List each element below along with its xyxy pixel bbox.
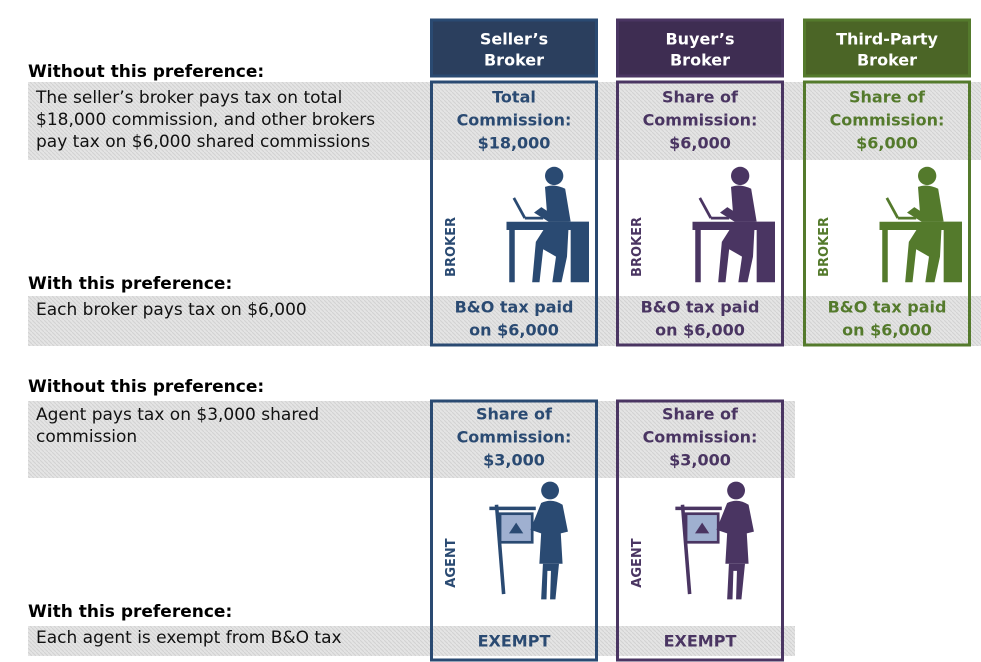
with-cell-text: B&O tax paid bbox=[828, 298, 947, 317]
icon-label: AGENT bbox=[444, 538, 459, 587]
figure-icon bbox=[487, 479, 570, 602]
header-text: Seller’s bbox=[480, 30, 548, 49]
header-text: Third-Party bbox=[836, 30, 938, 49]
without-text: The seller’s broker pays tax on total bbox=[35, 88, 342, 108]
cell-text: Commission: bbox=[457, 111, 572, 130]
column-box bbox=[803, 80, 971, 347]
with-label: With this preference: bbox=[28, 602, 232, 622]
figure-icon bbox=[691, 165, 775, 284]
cell-text: Share of bbox=[476, 405, 553, 424]
figure-icon bbox=[878, 165, 962, 284]
icon-label: AGENT bbox=[630, 538, 645, 587]
cell-text: $6,000 bbox=[856, 134, 918, 153]
band bbox=[28, 626, 795, 656]
without-label: Without this preference: bbox=[28, 62, 264, 82]
with-cell-text: on $6,000 bbox=[842, 321, 932, 340]
cell-text: $18,000 bbox=[478, 134, 551, 153]
cell-text: $6,000 bbox=[669, 134, 731, 153]
figure-icon bbox=[505, 165, 589, 284]
column-box bbox=[616, 80, 784, 347]
header-text: Broker bbox=[484, 51, 544, 70]
cell-text: Commission: bbox=[643, 428, 758, 447]
band bbox=[28, 296, 981, 346]
without-text: commission bbox=[36, 427, 137, 447]
with-cell-text: B&O tax paid bbox=[455, 298, 574, 317]
column-box bbox=[430, 399, 598, 662]
with-cell-text: B&O tax paid bbox=[641, 298, 760, 317]
without-text: pay tax on $6,000 shared commissions bbox=[36, 132, 370, 152]
with-text: Each agent is exempt from B&O tax bbox=[36, 628, 342, 648]
without-label: Without this preference: bbox=[28, 377, 264, 397]
cell-text: $3,000 bbox=[669, 451, 731, 470]
with-cell-text: EXEMPT bbox=[478, 632, 551, 651]
without-text: $18,000 commission, and other brokers bbox=[36, 110, 375, 130]
without-text: Agent pays tax on $3,000 shared bbox=[36, 405, 319, 425]
header-text: Broker bbox=[670, 51, 730, 70]
header-text: Broker bbox=[857, 51, 917, 70]
with-cell-text: EXEMPT bbox=[664, 632, 737, 651]
header-box bbox=[803, 18, 971, 78]
with-label: With this preference: bbox=[28, 274, 232, 294]
with-cell-text: on $6,000 bbox=[655, 321, 745, 340]
cell-text: Share of bbox=[662, 88, 739, 107]
column-box bbox=[616, 399, 784, 662]
with-cell-text: on $6,000 bbox=[469, 321, 559, 340]
icon-label: BROKER bbox=[444, 217, 459, 277]
cell-text: Commission: bbox=[830, 111, 945, 130]
with-text: Each broker pays tax on $6,000 bbox=[36, 300, 307, 320]
cell-text: Share of bbox=[849, 88, 926, 107]
icon-label: BROKER bbox=[817, 217, 832, 277]
cell-text: $3,000 bbox=[483, 451, 545, 470]
header-box bbox=[616, 18, 784, 78]
band bbox=[28, 401, 795, 478]
column-box bbox=[430, 80, 598, 347]
cell-text: Commission: bbox=[643, 111, 758, 130]
cell-text: Commission: bbox=[457, 428, 572, 447]
cell-text: Total bbox=[492, 88, 536, 107]
icon-label: BROKER bbox=[630, 217, 645, 277]
band bbox=[28, 82, 981, 160]
header-box bbox=[430, 18, 598, 78]
figure-icon bbox=[673, 479, 756, 602]
cell-text: Share of bbox=[662, 405, 739, 424]
header-text: Buyer’s bbox=[665, 30, 734, 49]
